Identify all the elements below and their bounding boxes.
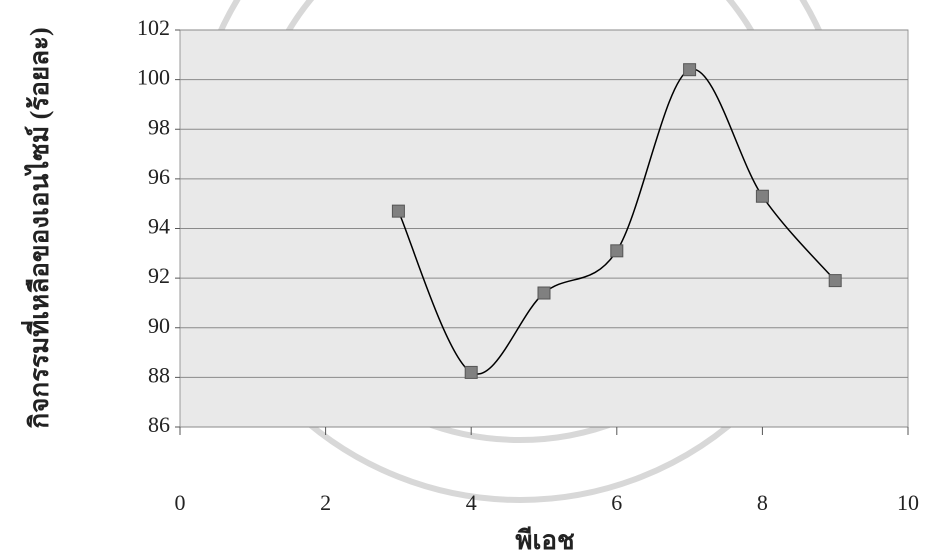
x-tick-label: 10 — [897, 490, 919, 515]
x-tick-label: 4 — [466, 490, 477, 515]
data-point — [829, 275, 841, 287]
y-tick-label: 94 — [148, 214, 170, 239]
y-axis-title: กิจกรรมที่เหลือของเอนไซม์ (ร้อยละ) — [20, 27, 54, 428]
data-point — [756, 190, 768, 202]
data-point — [538, 287, 550, 299]
y-tick-label: 92 — [148, 263, 170, 288]
y-tick-label: 100 — [137, 65, 170, 90]
y-tick-label: 88 — [148, 362, 170, 387]
y-tick-label: 86 — [148, 412, 170, 437]
x-axis-title: พีเอช — [515, 526, 574, 555]
data-point — [392, 205, 404, 217]
y-tick-label: 98 — [148, 114, 170, 139]
x-tick-label: 0 — [175, 490, 186, 515]
x-tick-label: 2 — [320, 490, 331, 515]
y-tick-label: 102 — [137, 15, 170, 40]
x-tick-label: 8 — [757, 490, 768, 515]
y-tick-label: 96 — [148, 164, 170, 189]
data-point — [465, 366, 477, 378]
chart: พีเอช กิจกรรมที่เหลือของเอนไซม์ (ร้อยละ)… — [0, 0, 926, 560]
y-tick-label: 90 — [148, 313, 170, 338]
data-point — [611, 245, 623, 257]
data-point — [684, 64, 696, 76]
x-tick-label: 6 — [611, 490, 622, 515]
